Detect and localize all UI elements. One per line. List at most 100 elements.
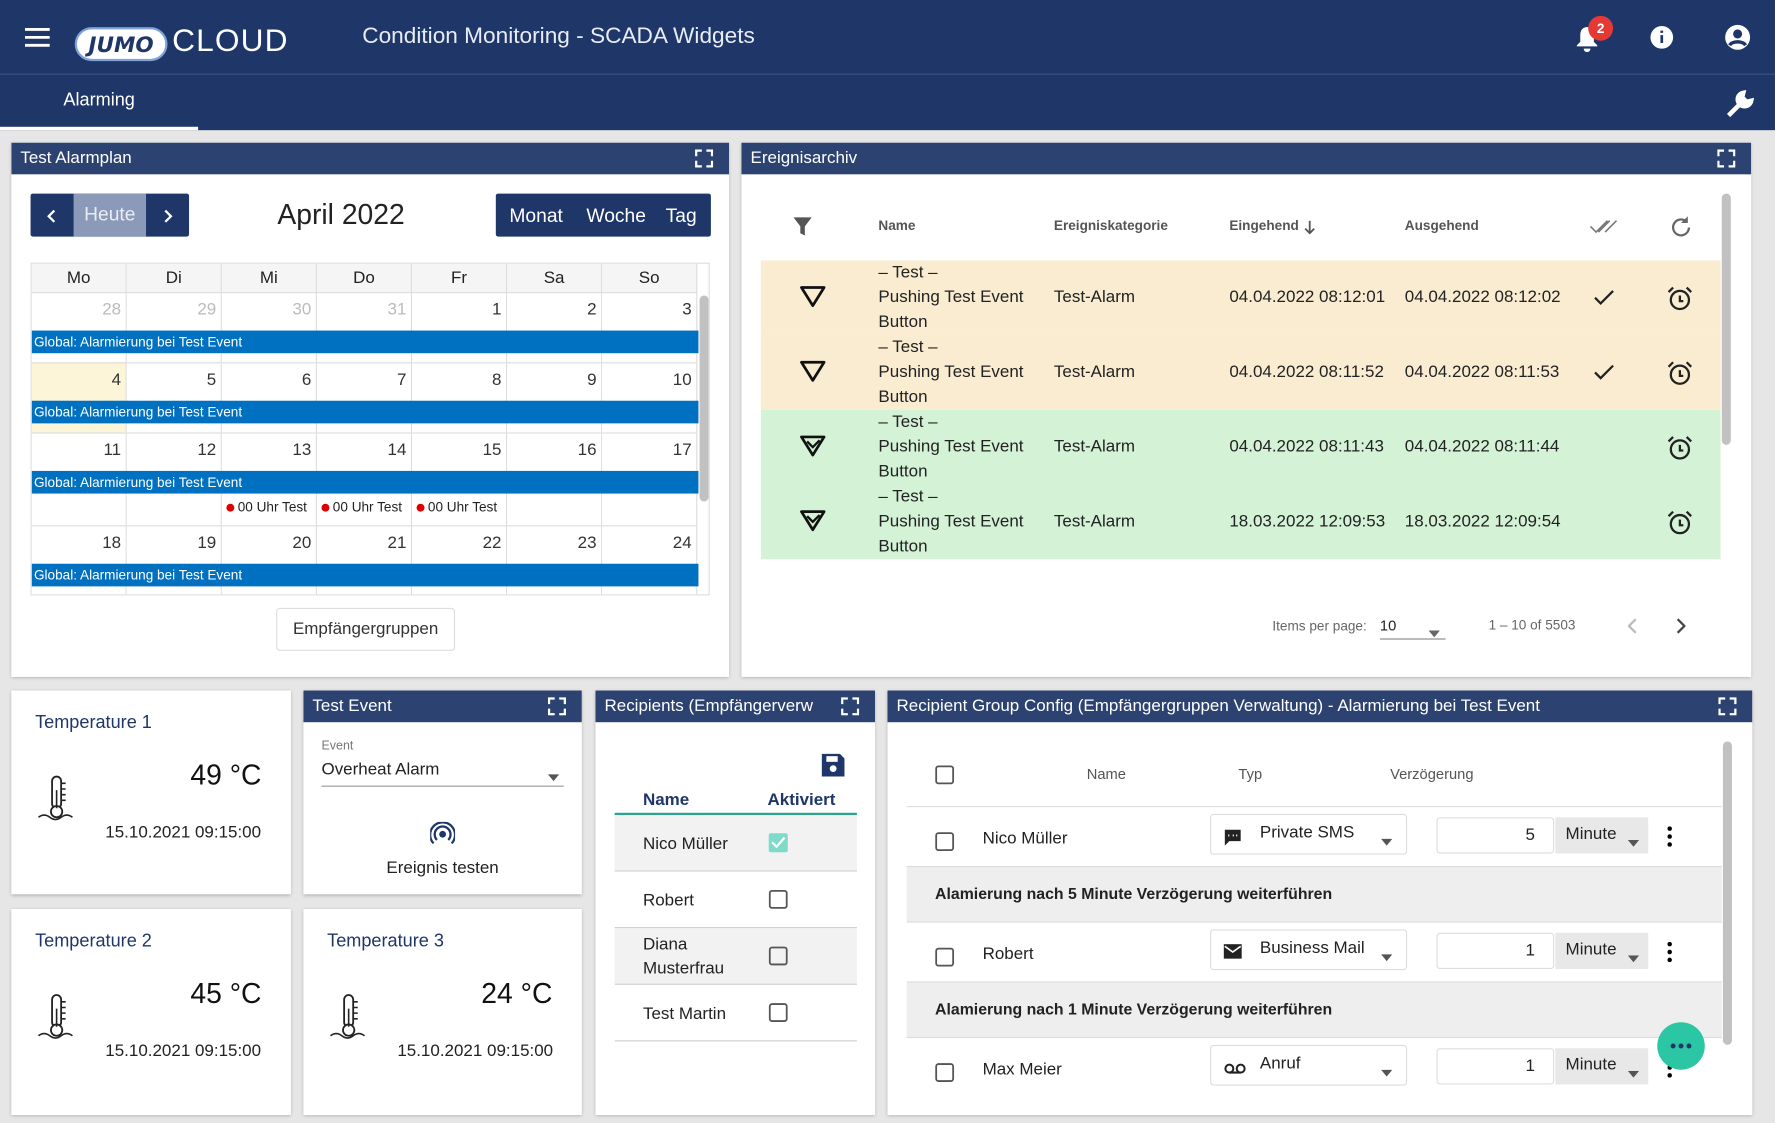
column-header[interactable]: Ereigniskategorie — [1053, 217, 1168, 234]
event-select[interactable]: Overheat Alarm — [321, 760, 564, 787]
view-buttons: Monat Woche Tag — [495, 193, 711, 237]
icon — [1726, 89, 1755, 118]
icon-part — [695, 149, 714, 168]
type-select[interactable]: Business Mail — [1210, 929, 1408, 971]
event-name: Pushing Test Event — [878, 436, 1024, 457]
logo: JUMO — [74, 27, 168, 62]
app-title: Condition Monitoring - SCADA Widgets — [362, 23, 755, 49]
row-menu[interactable] — [1667, 941, 1672, 968]
fullscreen-button[interactable] — [547, 697, 566, 721]
prev-page[interactable] — [1627, 618, 1637, 640]
calendar-card: Test Alarmplan Heute April 2022 Monat Woche T… — [11, 142, 730, 677]
icon-part — [1594, 290, 1614, 305]
recipient-name: Robert — [982, 944, 1034, 964]
menu-button[interactable] — [24, 27, 50, 53]
info-button[interactable] — [1649, 25, 1674, 56]
delay-input[interactable]: 1 — [1436, 1048, 1555, 1085]
icon — [1667, 510, 1693, 535]
row-checkbox[interactable] — [935, 832, 955, 857]
type-select[interactable]: Anruf — [1210, 1044, 1408, 1086]
today-button[interactable]: Heute — [73, 193, 147, 237]
acknowledge-all[interactable] — [1589, 218, 1618, 240]
card-title: Test Event — [303, 690, 582, 723]
day-number: 23 — [577, 533, 597, 553]
icon-part — [47, 209, 56, 223]
alarm-icon[interactable] — [1666, 360, 1693, 393]
continuation-row: Alamierung nach 5 Minute Verzögerung wei… — [906, 865, 1722, 923]
row-checkbox[interactable] — [935, 947, 955, 972]
unit-select[interactable]: Minute — [1555, 932, 1649, 969]
notification-badge: 2 — [1588, 15, 1614, 41]
view-button[interactable]: Woche — [586, 204, 646, 227]
icon-part — [1728, 40, 1748, 47]
view-button[interactable]: Monat — [509, 204, 563, 227]
day-number: 5 — [206, 370, 217, 390]
row-menu[interactable] — [1667, 826, 1672, 852]
items-per-page[interactable]: 10 — [1379, 617, 1446, 640]
test-icon[interactable] — [429, 821, 457, 853]
recipient-name: Diana Musterfrau — [642, 935, 725, 979]
column-header[interactable]: Eingehend — [1229, 217, 1299, 234]
next-button[interactable] — [164, 208, 173, 228]
active-checkbox[interactable] — [768, 889, 788, 915]
alarm-icon[interactable] — [1666, 435, 1693, 468]
column-header[interactable]: Name — [878, 217, 916, 234]
day-number: 17 — [672, 440, 692, 460]
type-value: Anruf — [1259, 1053, 1301, 1074]
test-button[interactable]: Ereignis testen — [386, 858, 499, 878]
day-number: 31 — [387, 299, 407, 320]
fab-button[interactable] — [1656, 1021, 1706, 1076]
icon-part — [24, 28, 50, 47]
icon — [330, 994, 365, 1039]
filter-button[interactable] — [792, 216, 812, 242]
event-incoming: 04.04.2022 08:11:43 — [1229, 436, 1384, 457]
delay-input[interactable]: 5 — [1436, 817, 1555, 854]
day-number: 21 — [387, 533, 407, 553]
active-checkbox[interactable] — [768, 833, 788, 858]
day-number: 22 — [482, 533, 502, 553]
icon — [1589, 220, 1618, 234]
refresh-button[interactable] — [1669, 216, 1692, 244]
event-category: Test-Alarm — [1053, 436, 1136, 457]
save-button[interactable] — [821, 753, 846, 784]
card-title: Recipient Group Config (Empfängergruppen… — [887, 690, 1753, 723]
active-checkbox[interactable] — [768, 946, 788, 971]
fullscreen-button[interactable] — [1717, 149, 1736, 173]
event-incoming: 18.03.2022 12:09:53 — [1229, 511, 1386, 531]
view-button[interactable]: Tag — [665, 204, 697, 227]
fullscreen-button[interactable] — [695, 149, 714, 173]
sort-arrow — [1304, 220, 1315, 240]
event-incoming: 04.04.2022 08:12:01 — [1229, 287, 1386, 307]
unit-select[interactable]: Minute — [1555, 1048, 1649, 1085]
settings-button[interactable] — [1724, 88, 1756, 125]
delay-input[interactable]: 1 — [1436, 932, 1555, 969]
calendar-grid: Mo Di Mi Do Fr Sa So 28 29 30 31 1 2 3 Global: Alarmie… — [30, 262, 710, 596]
alarm-icon[interactable] — [1666, 509, 1693, 542]
temperature-value: 49 °C — [190, 759, 262, 792]
event-name: – Test – — [878, 412, 938, 432]
alarm-icon[interactable] — [1666, 285, 1693, 318]
icon — [800, 435, 826, 457]
next-page[interactable] — [1676, 618, 1687, 640]
fullscreen-button[interactable] — [841, 697, 860, 721]
column-header[interactable]: Ausgehend — [1404, 217, 1479, 234]
recipient-groups-button[interactable]: Empfängergruppen — [276, 607, 456, 651]
archive-row: – Test – Pushing Test Event Button Test-Ala… — [760, 260, 1721, 336]
account-button[interactable] — [1724, 24, 1751, 57]
weekday-header: Do — [316, 263, 413, 293]
unit-select[interactable]: Minute — [1555, 817, 1649, 854]
tab[interactable]: Alarming — [63, 90, 135, 110]
fullscreen-button[interactable] — [1718, 697, 1737, 721]
active-checkbox[interactable] — [768, 1003, 788, 1028]
event-dot — [416, 503, 425, 512]
temperature-value: 24 °C — [481, 978, 553, 1010]
row-checkbox[interactable] — [935, 1063, 955, 1088]
icon — [768, 889, 788, 909]
calendar-event: Global: Alarmierung bei Test Event — [31, 400, 699, 424]
select-all-checkbox[interactable] — [935, 765, 955, 790]
icon-part — [1667, 949, 1672, 955]
type-select[interactable]: Private SMS — [1210, 813, 1408, 855]
icon-part — [771, 836, 786, 849]
prev-button[interactable] — [46, 208, 56, 228]
calendar-event: 00 Uhr Test — [427, 499, 498, 516]
